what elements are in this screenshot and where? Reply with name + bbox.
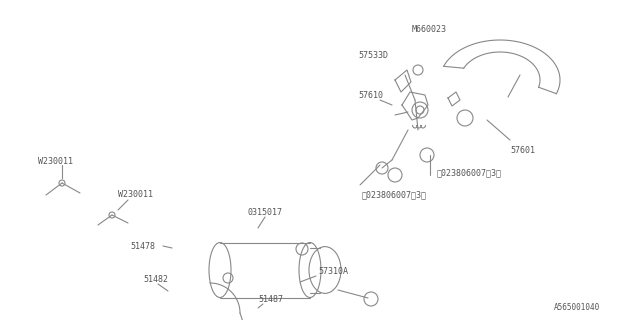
Text: 0315017: 0315017 [248, 207, 283, 217]
Text: ⓝ023806007（3）: ⓝ023806007（3） [437, 169, 502, 178]
Text: ⓝ023806007（3）: ⓝ023806007（3） [362, 190, 427, 199]
Text: W230011: W230011 [118, 189, 153, 198]
Text: 51487: 51487 [258, 295, 283, 305]
Text: 51478: 51478 [130, 242, 155, 251]
Text: 57601: 57601 [510, 146, 535, 155]
Text: 57533D: 57533D [358, 51, 388, 60]
Text: A565001040: A565001040 [554, 303, 600, 312]
Text: 57310A: 57310A [318, 268, 348, 276]
Text: W230011: W230011 [38, 156, 73, 165]
Text: 51482: 51482 [143, 276, 168, 284]
Text: 57610: 57610 [358, 91, 383, 100]
Text: M660023: M660023 [412, 25, 447, 34]
